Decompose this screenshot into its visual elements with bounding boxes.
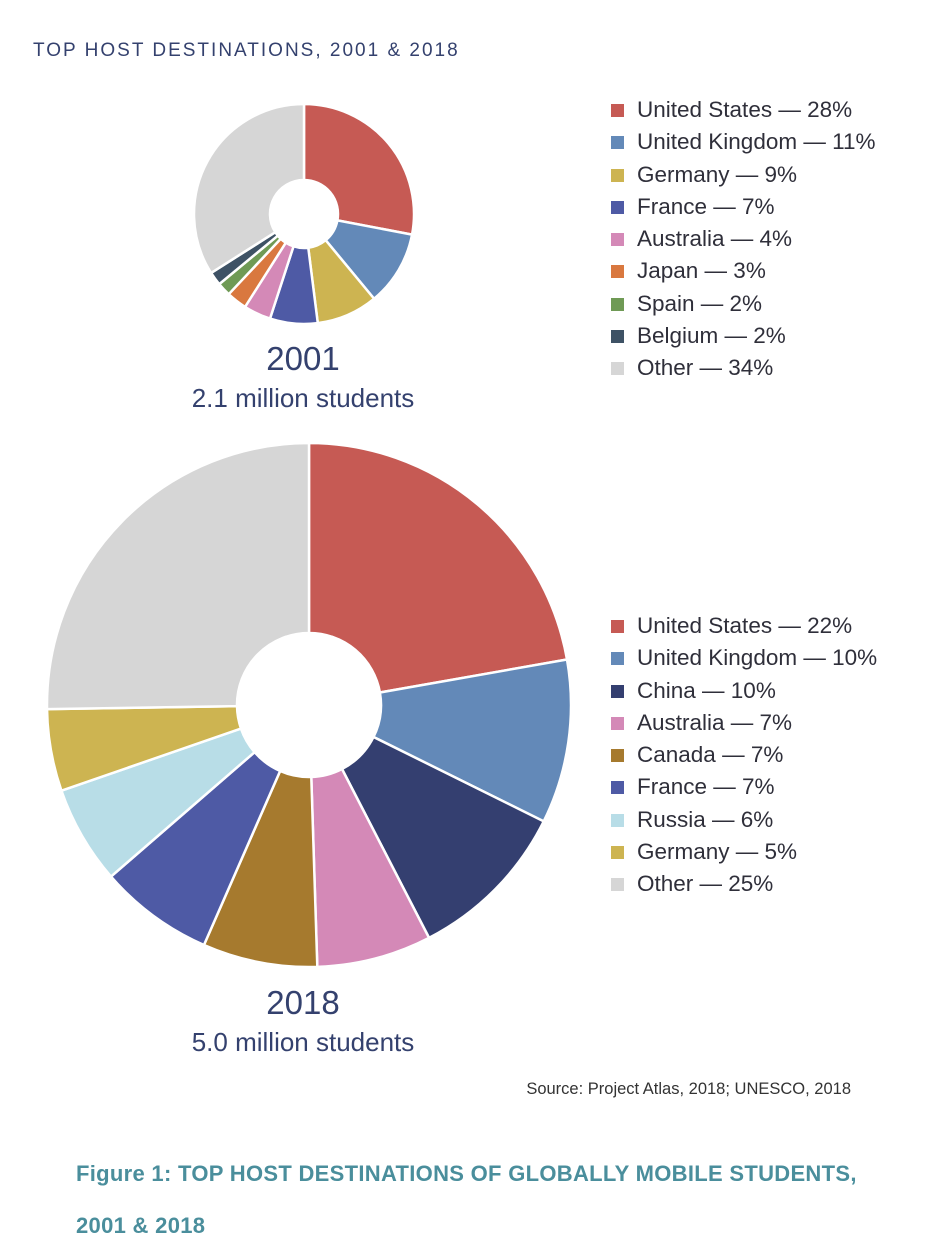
legend-item-2001-united-kingdom: United Kingdom — 11%: [609, 126, 875, 158]
source-note: Source: Project Atlas, 2018; UNESCO, 201…: [526, 1080, 851, 1098]
legend-label: France — 7%: [637, 193, 775, 219]
legend-item-2018-canada: Canada — 7%: [609, 739, 877, 771]
legend-label: Russia — 6%: [637, 806, 774, 832]
legend-label: United States — 22%: [637, 613, 853, 638]
legend-label: Australia — 4%: [637, 226, 793, 252]
legend-item-2001-spain: Spain — 2%: [609, 288, 875, 320]
legend-item-2001-australia: Australia — 4%: [609, 223, 875, 255]
legend-label: China — 10%: [637, 677, 776, 703]
slice-2018-united-states: [307, 441, 569, 694]
legend-label: Canada — 7%: [637, 742, 784, 768]
chart-subtitle-2001: 2.1 million students: [191, 383, 415, 413]
legend-item-2001-other: Other — 34%: [609, 352, 875, 384]
legend-swatch: [611, 265, 624, 279]
legend-swatch: [611, 716, 624, 730]
legend-item-2018-australia: Australia — 7%: [609, 707, 877, 739]
legend-swatch: [611, 620, 624, 633]
legend-swatch: [611, 749, 624, 763]
legend-swatch: [611, 297, 624, 311]
legend-2018: United States — 22% United Kingdom — 10% C…: [609, 610, 877, 901]
legend-swatch: [611, 136, 624, 150]
legend-label: Germany — 9%: [637, 161, 798, 187]
legend-item-2001-united-states: United States — 28%: [609, 94, 875, 126]
legend-swatch: [611, 168, 624, 182]
legend-label: Australia — 7%: [637, 709, 793, 735]
legend-item-2018-france: France — 7%: [609, 771, 877, 803]
legend-swatch: [611, 104, 624, 117]
legend-label: France — 7%: [637, 774, 775, 800]
legend-swatch: [611, 781, 624, 795]
legend-label: United Kingdom — 11%: [637, 129, 876, 155]
legend-swatch: [611, 813, 624, 827]
legend-item-2018-china: China — 10%: [609, 675, 877, 707]
legend-label: Other — 34%: [637, 355, 774, 381]
legend-item-2001-belgium: Belgium — 2%: [609, 320, 875, 352]
slice-2018-china: [340, 735, 545, 940]
legend-label: Germany — 5%: [637, 839, 798, 865]
legend-swatch: [611, 652, 624, 666]
chart-title-2001: 2001: [266, 340, 340, 377]
legend-item-2001-germany: Germany — 9%: [609, 159, 875, 191]
legend-label: Belgium — 2%: [637, 323, 786, 349]
legend-swatch: [611, 233, 624, 247]
legend-label: United States — 28%: [637, 97, 853, 122]
chart-title-2018: 2018: [266, 984, 340, 1021]
legend-swatch: [611, 846, 624, 860]
legend-2001: United States — 28% United Kingdom — 11% G…: [609, 94, 875, 385]
slice-2018-united-kingdom: [372, 658, 573, 823]
legend-item-2001-france: France — 7%: [609, 191, 875, 223]
chart-subtitle-2018: 5.0 million students: [191, 1027, 415, 1057]
legend-label: Other — 25%: [637, 871, 774, 897]
legend-item-2018-united-kingdom: United Kingdom — 10%: [609, 642, 877, 674]
legend-label: Japan — 3%: [637, 258, 766, 284]
slice-2018-other: [45, 441, 311, 711]
slice-2001-united-states: [302, 102, 416, 236]
figure-caption: Figure 1: TOP HOST DESTINATIONS OF GLOBA…: [76, 1161, 857, 1238]
legend-swatch: [611, 684, 624, 698]
legend-item-2018-germany: Germany — 5%: [609, 836, 877, 868]
legend-label: Spain — 2%: [637, 290, 763, 316]
legend-swatch: [611, 330, 624, 344]
legend-swatch: [611, 878, 624, 892]
legend-item-2018-russia: Russia — 6%: [609, 804, 877, 836]
chart-header: TOP HOST DESTINATIONS, 2001 & 2018: [33, 40, 460, 61]
slice-2001-other: [192, 102, 306, 275]
legend-swatch: [611, 362, 624, 376]
legend-item-2001-japan: Japan — 3%: [609, 255, 875, 287]
legend-item-2018-other: Other — 25%: [609, 868, 877, 900]
legend-item-2018-united-states: United States — 22%: [609, 610, 877, 642]
legend-label: United Kingdom — 10%: [637, 645, 878, 671]
legend-swatch: [611, 200, 624, 214]
